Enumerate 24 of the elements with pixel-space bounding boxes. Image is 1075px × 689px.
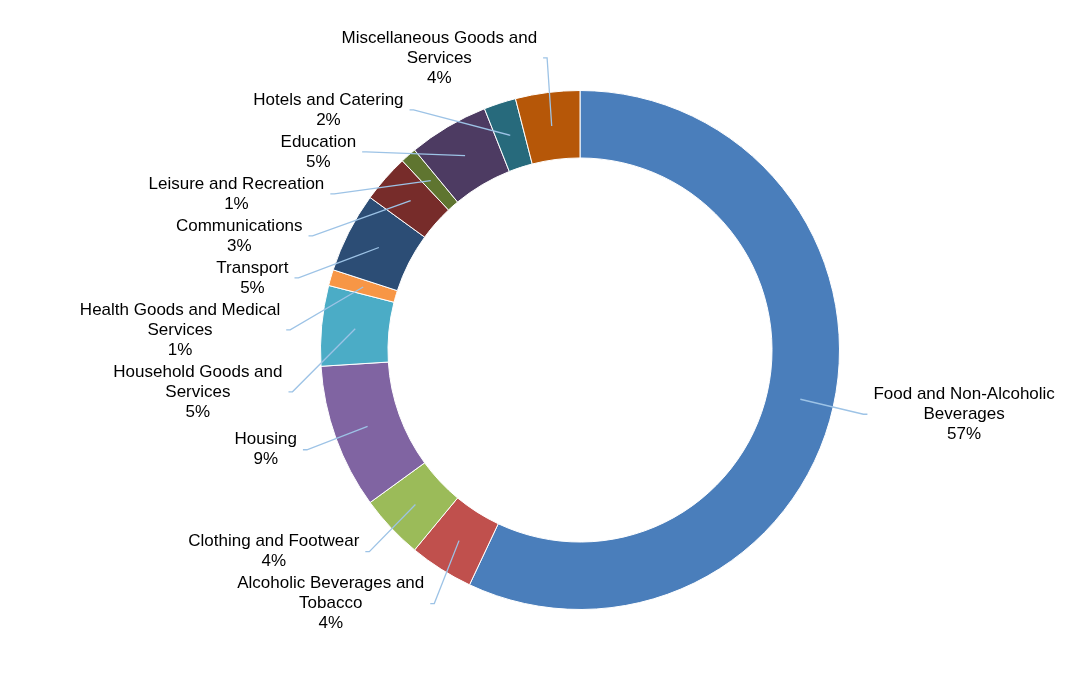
data-label: 5% bbox=[185, 401, 211, 421]
slice-label: Hotels and Catering bbox=[253, 89, 404, 109]
data-label: 57% bbox=[947, 423, 982, 443]
data-label: 5% bbox=[240, 277, 265, 297]
slice-label: Housing bbox=[234, 429, 297, 449]
data-label: 5% bbox=[306, 151, 331, 171]
data-label: 1% bbox=[224, 193, 249, 213]
slice-label: Alcoholic Beverages and Tobacco bbox=[237, 573, 425, 613]
data-label: 1% bbox=[167, 339, 193, 359]
slice-label: Transport bbox=[216, 257, 289, 277]
data-label: 4% bbox=[318, 613, 344, 633]
data-label: 9% bbox=[253, 449, 279, 469]
slice-label: Education bbox=[280, 131, 357, 151]
data-label: 2% bbox=[316, 109, 341, 129]
data-label: 3% bbox=[226, 235, 252, 255]
slice-label: Communications bbox=[175, 215, 303, 235]
slice-label: Household Goods and Services bbox=[113, 361, 283, 401]
data-label: 4% bbox=[261, 551, 287, 571]
slice-label: Health Goods and Medical Services bbox=[79, 299, 281, 339]
slice-label: Miscellaneous Goods and Services bbox=[341, 27, 538, 67]
slice-label: Leisure and Recreation bbox=[148, 173, 325, 193]
slice-label: Clothing and Footwear bbox=[188, 531, 360, 551]
data-label: 4% bbox=[426, 67, 452, 87]
slice-label: Food and Non-Alcoholic Beverages bbox=[873, 383, 1056, 423]
